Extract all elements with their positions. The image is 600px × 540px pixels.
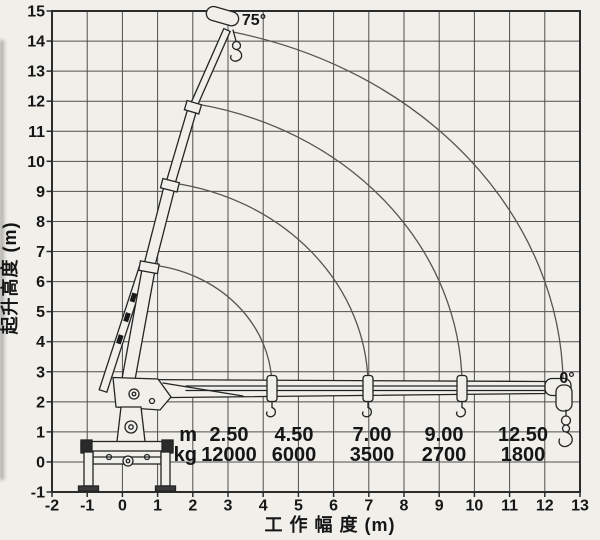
y-tick-label: 15 — [27, 4, 45, 21]
y-tick-label: 4 — [36, 334, 45, 351]
boom-angle-label: 75° — [242, 12, 266, 29]
x-tick-label: 7 — [364, 498, 373, 515]
y-tick-label: 5 — [36, 304, 45, 321]
boom-collar — [183, 99, 203, 115]
table-cell: 7.00 — [353, 424, 392, 446]
boom-head — [205, 5, 240, 27]
x-tick-label: 1 — [153, 498, 162, 515]
cylinder-mark — [116, 334, 124, 345]
main-boom-segment — [188, 27, 232, 110]
boom-tip-arc — [195, 103, 463, 385]
table-cell: 2.50 — [210, 424, 249, 446]
boom-tip-arc — [151, 264, 273, 385]
table-cell: 9.00 — [425, 424, 464, 446]
x-tick-label: 9 — [435, 498, 444, 515]
x-axis-title: 工 作 幅 度 (m) — [265, 514, 396, 535]
x-tick-label: 3 — [224, 498, 233, 515]
x-tick-label: 8 — [400, 498, 409, 515]
x-tick-label: 11 — [501, 498, 518, 515]
boom-collar — [159, 177, 181, 193]
y-tick-label: 6 — [36, 274, 45, 291]
boom-tip-arc — [172, 182, 369, 385]
table-cell: 1800 — [501, 444, 546, 466]
outrigger-jack-right — [154, 451, 177, 492]
table-cell: 6000 — [272, 444, 317, 466]
boom-tip-arcs — [151, 31, 564, 385]
y-tick-label: 0 — [36, 454, 45, 471]
y-tick-label: 2 — [36, 394, 45, 411]
y-tick-label: 8 — [36, 214, 45, 231]
collar-hook-icon — [265, 400, 277, 418]
boom-tip-arc — [232, 31, 564, 382]
y-tick-label: 11 — [28, 124, 45, 141]
crane-illustration — [77, 5, 573, 492]
table-cell: 12000 — [201, 444, 257, 466]
boom-section-collar — [266, 374, 278, 403]
boom-section-collar — [362, 374, 374, 403]
table-cell: 3500 — [350, 444, 395, 466]
y-tick-label: 7 — [36, 244, 45, 261]
x-tick-label: -1 — [80, 498, 94, 515]
collar-hook-icon — [455, 400, 467, 418]
y-tick-label: 3 — [36, 364, 45, 381]
y-tick-label: -1 — [31, 485, 45, 502]
x-tick-label: 10 — [466, 498, 484, 515]
table-cell: 12.50 — [498, 424, 548, 446]
y-tick-label: 12 — [27, 94, 45, 111]
x-tick-label: 12 — [536, 498, 554, 515]
horizontal-boom-head — [544, 377, 573, 412]
horizontal-boom-0deg — [125, 378, 546, 399]
y-axis-title: 起升高度 (m) — [0, 222, 20, 336]
chassis — [92, 449, 162, 467]
outrigger-jack-left — [77, 451, 100, 492]
y-tick-label: 13 — [27, 64, 45, 81]
boom-collar — [138, 260, 160, 275]
x-tick-label: 0 — [118, 498, 127, 515]
cylinder-mark — [129, 292, 138, 303]
collar-hook-icon — [361, 400, 373, 418]
y-tick-label: 14 — [27, 34, 45, 51]
table-row-label: kg — [174, 444, 197, 466]
x-tick-label: 4 — [259, 498, 268, 515]
x-tick-label: 13 — [571, 498, 589, 515]
outrigger-beam — [80, 439, 174, 454]
x-tick-label: -2 — [45, 498, 59, 515]
axis-ticks-and-labels: -2 -1 0 1 2 3 4 5 6 7 8 9 10 11 12 13-10123456789101112… — [27, 4, 589, 515]
x-tick-label: 2 — [188, 498, 197, 515]
angle-annotations: 75° 0° — [242, 12, 575, 387]
boom-angle-label: 0° — [559, 370, 574, 387]
boom-section-collar — [456, 374, 468, 403]
main-boom-segment — [142, 182, 177, 270]
boom-pivot-knuckle — [112, 376, 172, 411]
y-tick-label: 10 — [27, 154, 45, 171]
x-tick-label: 6 — [329, 498, 338, 515]
table-row-label: m — [179, 424, 197, 446]
cylinder-mark — [123, 312, 131, 323]
main-boom-75deg — [98, 27, 232, 395]
tip-hook-icon — [230, 29, 243, 62]
table-cell: 2700 — [422, 444, 467, 466]
x-tick-label: 5 — [294, 498, 303, 515]
table-cell: 4.50 — [275, 424, 314, 446]
grid — [51, 10, 581, 493]
main-hook-icon — [558, 409, 573, 448]
y-tick-label: 9 — [36, 184, 45, 201]
y-tick-label: 1 — [36, 424, 45, 441]
